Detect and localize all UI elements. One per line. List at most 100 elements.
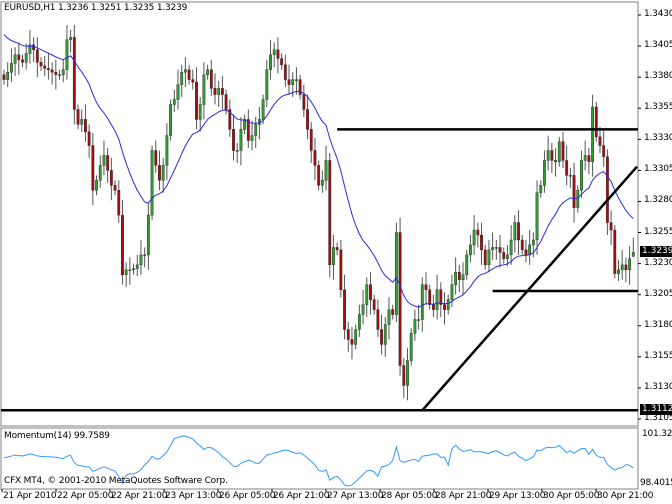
bull-candle — [10, 63, 13, 73]
bull-candle — [491, 247, 495, 251]
bull-candle — [631, 252, 635, 257]
x-tick-label: 26 Apr 05:00 — [219, 491, 276, 501]
bull-candle — [506, 254, 509, 259]
bear-candle — [276, 49, 280, 59]
bull-candle — [417, 319, 420, 321]
bull-candle — [357, 314, 361, 330]
bear-candle — [50, 69, 54, 73]
bull-candle — [487, 249, 491, 266]
bull-candle — [494, 247, 498, 249]
bull-candle — [169, 104, 172, 136]
bull-candle — [176, 84, 180, 100]
bear-candle — [613, 229, 617, 274]
bull-candle — [254, 124, 258, 136]
bull-candle — [413, 319, 417, 334]
bear-candle — [443, 304, 446, 310]
bull-candle — [265, 69, 269, 100]
y-tick-label: 1.3105 — [644, 412, 672, 423]
bull-candle — [206, 69, 209, 75]
bear-candle — [480, 234, 483, 251]
bull-candle — [13, 54, 17, 64]
bear-candle — [554, 160, 557, 162]
bear-candle — [54, 71, 58, 75]
bear-candle — [280, 58, 284, 65]
bear-candle — [350, 339, 354, 345]
bear-candle — [187, 69, 191, 80]
bull-candle — [61, 69, 65, 75]
bear-candle — [602, 145, 606, 157]
bull-candle — [387, 309, 391, 325]
y-tick-label: 1.3430 — [644, 9, 672, 19]
bull-candle — [620, 264, 624, 271]
x-tick-label: 22 Apr 05:00 — [57, 491, 114, 501]
bear-candle — [402, 365, 406, 386]
bull-candle — [150, 150, 154, 216]
bull-candle — [394, 232, 398, 315]
bear-candle — [594, 106, 598, 138]
current-price-tag: 1.3239 — [640, 246, 672, 258]
bear-candle — [21, 59, 24, 63]
support-price-tag: 1.3112 — [640, 404, 672, 416]
bear-candle — [106, 155, 110, 171]
x-tick-label: 22 Apr 21:00 — [111, 491, 168, 501]
bear-candle — [524, 249, 528, 256]
bear-candle — [483, 249, 487, 266]
bull-candle — [250, 135, 254, 141]
bear-candle — [228, 109, 232, 130]
bear-candle — [424, 284, 428, 290]
bull-candle — [95, 180, 98, 191]
bull-candle — [161, 165, 165, 181]
bear-candle — [550, 150, 554, 161]
bear-candle — [380, 329, 383, 345]
bear-candle — [87, 131, 91, 146]
bear-candle — [35, 49, 39, 63]
bull-candle — [146, 214, 150, 256]
x-tick-label: 28 Apr 05:00 — [381, 491, 438, 501]
bull-candle — [435, 289, 439, 310]
bear-candle — [498, 247, 502, 253]
x-tick-label: 23 Apr 13:00 — [165, 491, 222, 501]
indicator-label: Momentum(14) 99.7589 — [4, 431, 110, 441]
bear-candle — [287, 79, 291, 85]
bear-candle — [121, 214, 124, 275]
bull-candle — [28, 44, 32, 54]
bull-candle — [406, 360, 409, 386]
bear-candle — [117, 190, 121, 216]
x-tick-label: 28 Apr 21:00 — [435, 491, 492, 501]
bull-candle — [576, 190, 580, 208]
bull-candle — [454, 272, 458, 285]
bear-candle — [246, 119, 250, 141]
bear-candle — [598, 136, 602, 146]
bear-candle — [502, 252, 506, 259]
bear-candle — [428, 289, 432, 305]
bull-candle — [128, 269, 132, 272]
bear-candle — [335, 247, 339, 251]
bear-candle — [376, 309, 380, 330]
bear-candle — [313, 150, 317, 166]
bull-candle — [513, 222, 517, 241]
y-tick-label: 1.3330 — [644, 133, 672, 144]
bear-candle — [72, 37, 76, 110]
bear-candle — [476, 229, 480, 236]
x-tick-label: 29 Apr 13:00 — [489, 491, 546, 501]
bull-candle — [543, 160, 546, 186]
bull-candle — [535, 192, 539, 241]
symbol-header: EURUSD,H1 1.3236 1.3251 1.3235 1.3239 — [4, 3, 188, 13]
bear-candle — [84, 119, 87, 133]
bear-candle — [213, 88, 217, 95]
bull-candle — [183, 69, 187, 73]
bull-candle — [239, 129, 243, 151]
bear-candle — [191, 79, 195, 83]
y-tick-label: 1.3255 — [644, 226, 672, 237]
bear-candle — [221, 88, 224, 95]
bull-candle — [69, 37, 73, 41]
bull-candle — [180, 71, 184, 85]
bull-candle — [143, 254, 147, 257]
bull-candle — [98, 165, 102, 181]
y-tick-label: 1.3205 — [644, 288, 672, 299]
bull-candle — [450, 284, 454, 300]
bull-candle — [139, 254, 143, 266]
bull-candle — [261, 99, 265, 120]
copyright-text: CFX MT4, © 2001-2010 MetaQuotes Software… — [4, 476, 228, 486]
